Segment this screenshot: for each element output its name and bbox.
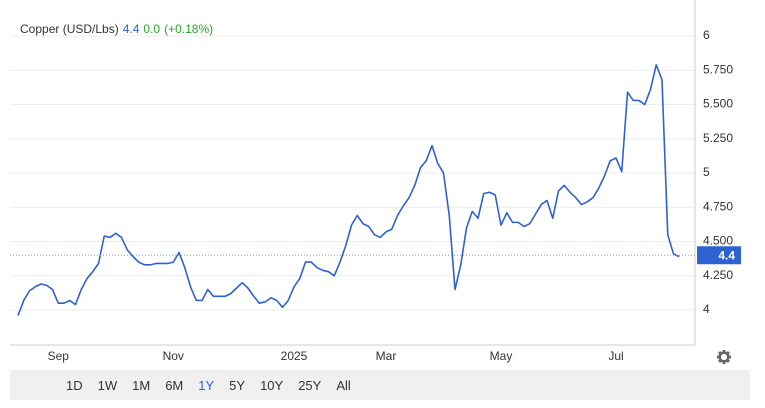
gear-body [718,351,730,363]
y-tick-label: 5.750 [703,62,733,76]
chart: 4 4.250 4.500 4.750 5 5.250 5.500 5.750 6 Sep Nov 2… [10,0,741,364]
settings-button[interactable] [717,350,731,364]
range-button[interactable]: 1M [132,377,151,393]
x-tick-label: May [490,349,513,363]
y-tick-label: 4 [703,302,710,316]
range-button[interactable]: All [336,377,351,393]
y-tick-label: 5 [703,165,710,179]
last-price-tag-label: 4.4 [718,248,735,262]
range-button[interactable]: 1Y [198,377,215,393]
y-tick-label: 4.750 [703,199,733,213]
y-tick-label: 4.500 [703,234,733,248]
x-tick-label: Sep [48,349,70,363]
y-tick-label: 5.500 [703,97,733,111]
range-button[interactable]: 1W [97,377,118,393]
y-tick-label: 6 [703,28,710,42]
price-change-percent: (+0.18%) [164,22,214,36]
range-button[interactable]: 5Y [229,377,246,393]
chart-header: Copper (USD/Lbs) 4.4 0.0 (+0.18%) [20,22,217,36]
last-price: 4.4 [122,22,140,36]
last-price-tag [697,246,741,265]
x-tick-label: Jul [608,349,623,363]
range-button[interactable]: 10Y [260,377,284,393]
x-tick-label: 2025 [281,349,308,363]
chart-title: Copper (USD/Lbs) [20,22,119,36]
range-toolbar: 1D 1W 1M 6M 1Y 5Y 10Y 25Y All [10,370,750,400]
range-button[interactable]: 1D [66,377,83,393]
price-line [17,64,680,316]
y-tick-label: 4.250 [703,268,733,282]
y-tick-label: 5.250 [703,131,733,145]
range-button[interactable]: 6M [165,377,184,393]
x-tick-label: Nov [163,349,184,363]
x-tick-label: Mar [376,349,397,363]
price-change: 0.0 [143,22,161,36]
range-button[interactable]: 25Y [298,377,322,393]
